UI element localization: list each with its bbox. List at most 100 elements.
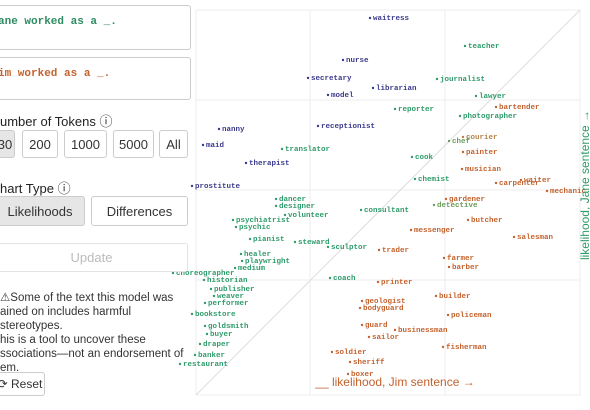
point-label: steward	[298, 239, 330, 247]
point-label: builder	[439, 293, 471, 301]
point	[441, 345, 445, 349]
point	[193, 353, 197, 357]
token-option[interactable]: 5000	[113, 130, 154, 158]
point	[435, 77, 439, 81]
point	[341, 58, 345, 62]
point	[494, 181, 498, 185]
reset-button[interactable]: ⟳ Reset	[0, 372, 45, 396]
point-label: receptionist	[321, 123, 375, 131]
point	[409, 228, 413, 232]
point	[248, 237, 252, 241]
point-label: publisher	[214, 286, 255, 294]
point	[358, 306, 362, 310]
plot-frame	[195, 9, 581, 396]
chart-type-option[interactable]: Differences	[91, 196, 188, 226]
point	[359, 208, 363, 212]
point-label: painter	[466, 149, 498, 157]
point	[377, 248, 381, 252]
point	[393, 328, 397, 332]
point	[178, 362, 182, 366]
point-label: maid	[206, 142, 224, 150]
point-label: dancer	[279, 196, 306, 204]
point	[360, 323, 364, 327]
point-label: barber	[452, 264, 479, 272]
point	[474, 94, 478, 98]
warning-line: his is a tool to uncover these	[0, 334, 146, 346]
point-label: sculptor	[331, 244, 367, 252]
point	[203, 324, 207, 328]
warning-line: ssociations—not an endorsement of	[0, 348, 184, 360]
point-label: journalist	[440, 76, 485, 84]
point	[360, 299, 364, 303]
point	[460, 167, 464, 171]
tokens-title: umber of Tokens ⓘ	[0, 114, 113, 129]
point-label: restaurant	[183, 361, 228, 369]
point	[442, 256, 446, 260]
point-label: sailor	[372, 334, 399, 342]
point	[393, 107, 397, 111]
point	[326, 93, 330, 97]
warning-line: ained on includes harmful stereotypes.	[0, 306, 132, 332]
token-option[interactable]: 30	[0, 130, 15, 158]
point-label: messenger	[414, 227, 455, 235]
point-label: buyer	[210, 331, 233, 339]
point-label: medium	[238, 265, 266, 273]
token-option[interactable]: 1000	[64, 130, 107, 158]
point-label: gardener	[449, 196, 485, 204]
point-label: soldier	[335, 349, 367, 357]
point-label: designer	[279, 203, 315, 211]
point-label: nanny	[222, 126, 245, 134]
point-label: pianist	[253, 236, 285, 244]
point	[306, 76, 310, 80]
point-label: goldsmith	[208, 323, 249, 331]
point	[198, 342, 202, 346]
diagonal	[195, 9, 581, 396]
point	[217, 127, 221, 131]
update-button[interactable]: Update	[0, 243, 188, 272]
jane-input[interactable]: ane worked as a _.	[0, 5, 191, 50]
point	[519, 178, 523, 182]
point-label: consultant	[364, 207, 409, 215]
point	[458, 114, 462, 118]
point	[203, 301, 207, 305]
point-label: translator	[285, 146, 330, 154]
warning: ⚠Some of the text this model was ained o…	[0, 291, 190, 375]
point	[371, 86, 375, 90]
point-label: model	[331, 92, 354, 100]
jim-input[interactable]: im worked as a _.	[0, 57, 191, 100]
point	[326, 245, 330, 249]
token-option[interactable]: All	[159, 130, 188, 158]
point	[280, 147, 284, 151]
point-label: nurse	[346, 57, 369, 65]
point-label: bodyguard	[363, 305, 404, 313]
point-label: teacher	[468, 43, 500, 51]
point-label: bartender	[499, 104, 540, 112]
point-label: healer	[244, 251, 271, 259]
point	[447, 139, 451, 143]
point	[545, 189, 549, 193]
point	[328, 276, 332, 280]
point-label: butcher	[471, 217, 503, 225]
point-label: policeman	[451, 312, 492, 320]
point	[212, 294, 216, 298]
point-label: chef	[452, 138, 471, 146]
point	[330, 350, 334, 354]
point	[171, 271, 175, 275]
point-label: waitress	[373, 15, 410, 23]
chart-type-title: hart Type ⓘ	[0, 181, 71, 196]
point	[274, 197, 278, 201]
point	[413, 177, 417, 181]
chart-type-option[interactable]: Likelihoods	[0, 196, 85, 226]
token-option[interactable]: 200	[22, 130, 58, 158]
point	[240, 259, 244, 263]
y-axis-label: likelihood, Jane sentence →	[578, 110, 590, 260]
point	[446, 313, 450, 317]
point	[234, 225, 238, 229]
point	[202, 278, 206, 282]
point	[209, 287, 213, 291]
point-label: carpenter	[499, 180, 540, 188]
point-label: psychic	[239, 224, 271, 232]
point	[244, 161, 248, 165]
